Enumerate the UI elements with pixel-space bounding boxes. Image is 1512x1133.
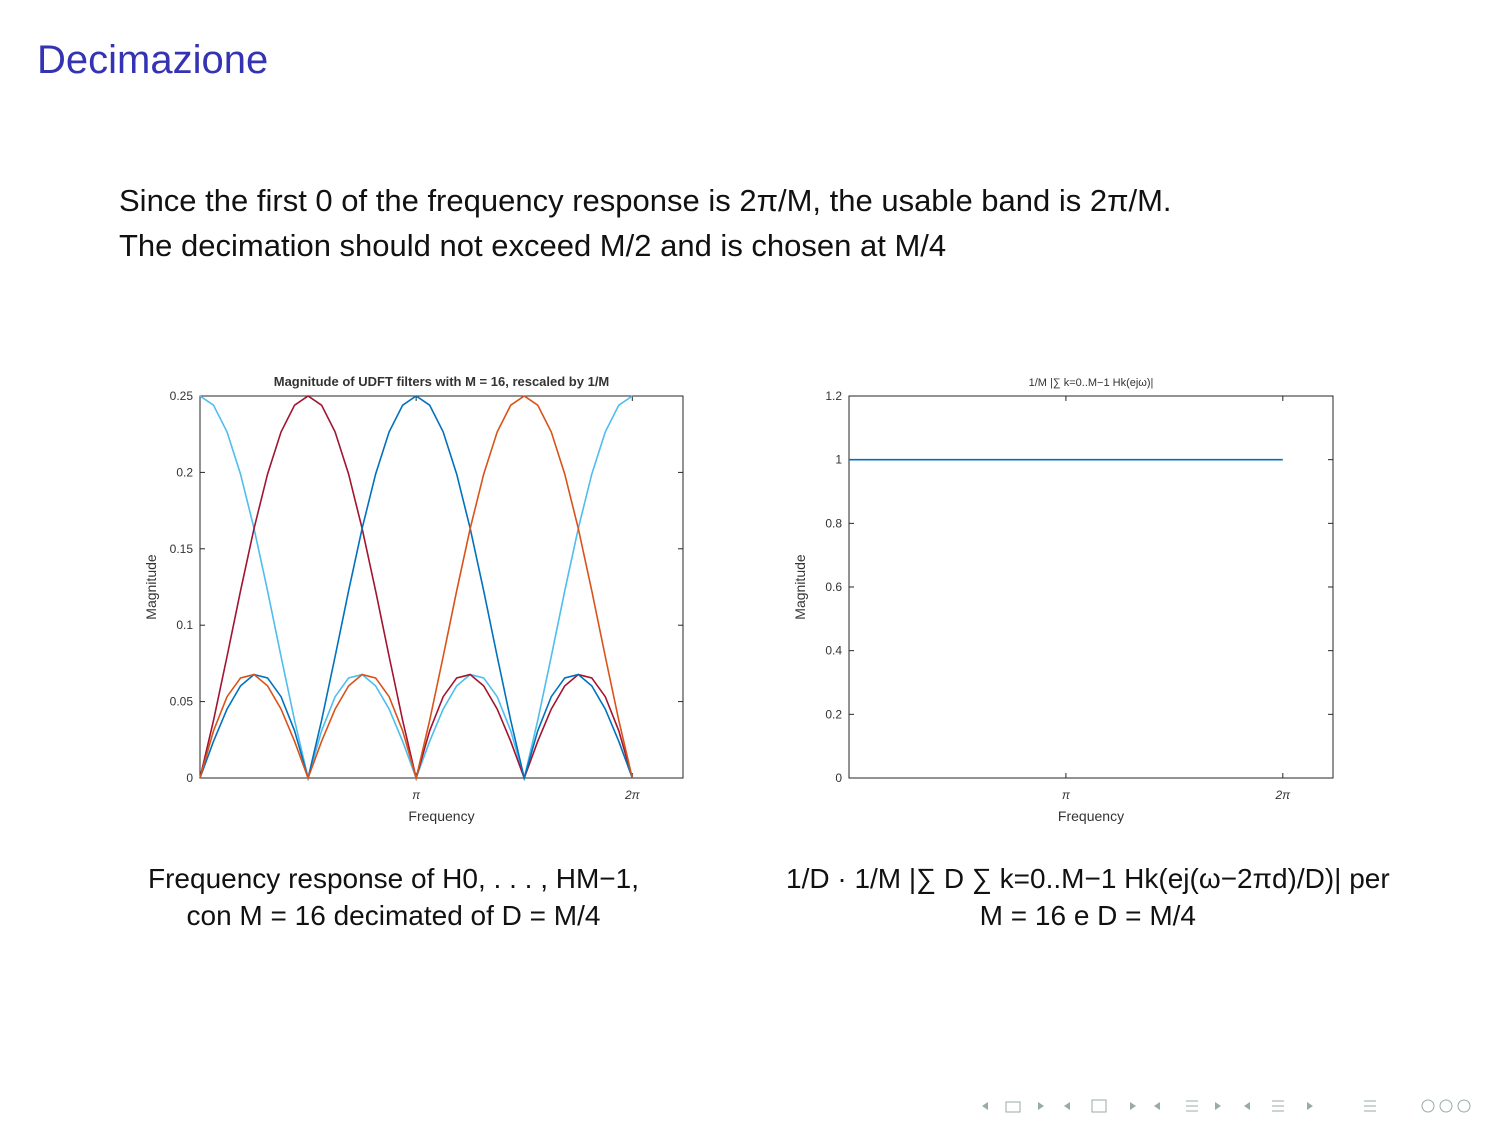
caption-line: M = 16 e D = M/4 — [979, 900, 1196, 931]
y-tick-label: 1 — [835, 453, 842, 467]
slide-title: Decimazione — [37, 38, 269, 82]
body-line: Since the first 0 of the frequency respo… — [119, 183, 1172, 218]
x-tick-label: π — [1062, 788, 1071, 802]
y-tick-label: 0.15 — [170, 542, 194, 556]
y-tick-label: 0.6 — [825, 580, 842, 594]
y-tick-label: 0 — [186, 771, 193, 785]
data-line — [199, 395, 634, 782]
y-tick-label: 0.05 — [170, 695, 194, 709]
x-axis-label: Frequency — [408, 808, 474, 824]
y-tick-label: 0.8 — [825, 516, 842, 530]
caption: 1/D · 1/M |∑ D ∑ k=0..M−1 Hk(ej(ω−2πd)/D… — [786, 860, 1390, 934]
nav-icons — [982, 1099, 1471, 1113]
plot-area — [848, 395, 1334, 779]
y-tick-label: 0.25 — [170, 389, 194, 403]
chart-title: 1/M |∑ k=0..M−1 Hk(ejω)| — [1029, 377, 1154, 389]
chart: 0 0.05 0.1 0.15 0.2 0.25 π 2π Magnitude of UDFT … — [143, 374, 684, 824]
caption-line: Frequency response of H0, . . . , HM−1, — [148, 863, 639, 894]
body-line: The decimation should not exceed M/2 and… — [119, 228, 947, 263]
y-axis-label: Magnitude — [143, 554, 159, 620]
y-axis-label: Magnitude — [792, 554, 808, 620]
y-tick-label: 1.2 — [825, 389, 842, 403]
x-tick-label: 2π — [1274, 788, 1291, 802]
chart-title: Magnitude of UDFT filters with M = 16, r… — [274, 374, 610, 389]
x-axis-label: Frequency — [1058, 808, 1124, 824]
caption-line: con M = 16 decimated of D = M/4 — [186, 900, 601, 931]
y-tick-label: 0.2 — [176, 465, 193, 479]
body-text: Since the first 0 of the frequency respo… — [119, 178, 1172, 268]
caption-line: 1/D · 1/M |∑ D ∑ k=0..M−1 Hk(ej(ω−2πd)/D… — [786, 863, 1390, 894]
data-line — [199, 395, 634, 782]
y-tick-label: 0.4 — [825, 644, 842, 658]
x-tick-label: 2π — [624, 788, 641, 802]
chart: 0 0.2 0.4 0.6 0.8 1 1.2 π 2π 1/M |∑ k=0..M−1 Hk(e… — [792, 377, 1334, 824]
y-tick-label: 0.2 — [825, 707, 842, 721]
caption: Frequency response of H0, . . . , HM−1, … — [148, 860, 639, 934]
y-tick-label: 0 — [835, 771, 842, 785]
y-tick-label: 0.1 — [176, 618, 193, 632]
x-tick-label: π — [412, 788, 421, 802]
